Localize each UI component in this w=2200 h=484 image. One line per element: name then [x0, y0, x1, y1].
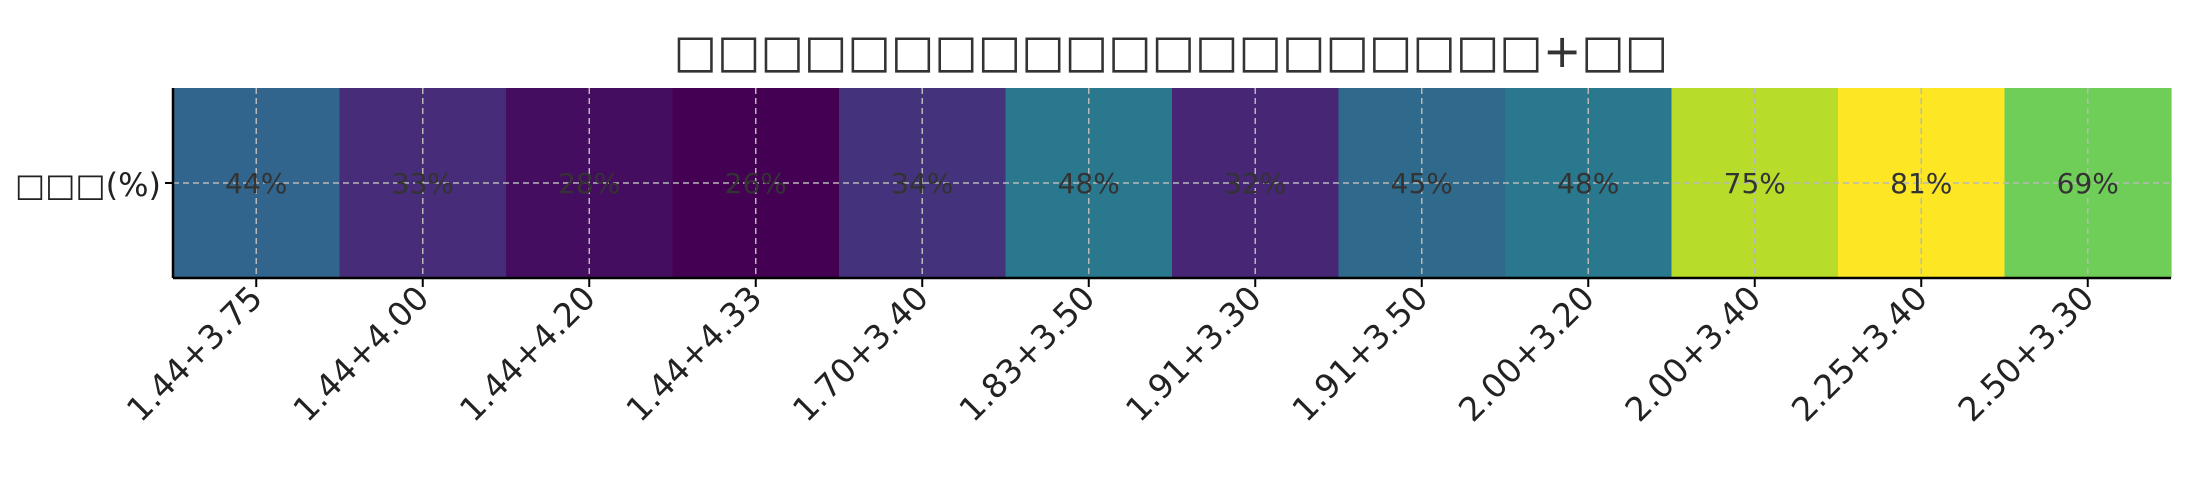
grid-lines — [173, 88, 2171, 278]
cell-value-label: 48% — [1557, 167, 1619, 200]
x-tick-label: 1.83+3.50 — [951, 278, 1102, 429]
x-tick-label: 1.44+4.20 — [452, 278, 603, 429]
x-tick-label: 2.50+3.30 — [1950, 278, 2101, 429]
x-tick-label: 1.91+3.30 — [1118, 278, 1269, 429]
cell-value-label: 33% — [392, 167, 454, 200]
cell-value-label: 34% — [891, 167, 953, 200]
cell-value-label: 26% — [725, 167, 787, 200]
heatmap-cells — [173, 88, 2172, 278]
cell-value-label: 75% — [1724, 167, 1786, 200]
cell-value-label: 69% — [2057, 167, 2119, 200]
x-tick-label: 2.00+3.20 — [1451, 278, 1602, 429]
x-tick-label: 1.70+3.40 — [785, 278, 936, 429]
axes — [165, 88, 2171, 280]
cell-value-labels: 44% 33% 28% 26% 34% 48% 32% 45% 48% 75% 81% 69% — [225, 167, 2119, 200]
x-tick-label: 1.44+4.00 — [285, 278, 436, 429]
x-tick-label: 2.25+3.40 — [1784, 278, 1935, 429]
cell-value-label: 28% — [558, 167, 620, 200]
x-tick-label: 1.44+3.75 — [119, 278, 270, 429]
cell-value-label: 44% — [225, 167, 287, 200]
x-tick-label: 1.44+4.33 — [618, 278, 769, 429]
x-tick-label: 2.00+3.40 — [1617, 278, 1768, 429]
row-label: □□□(%) — [15, 166, 161, 204]
cell-value-label: 45% — [1391, 167, 1453, 200]
chart-title: □□□□□□□□□□□□□□□□□□□□+□□ — [674, 24, 1669, 78]
x-tick-label: 1.91+3.50 — [1284, 278, 1435, 429]
cell-value-label: 32% — [1224, 167, 1286, 200]
x-axis-ticks: 1.44+3.75 1.44+4.00 1.44+4.20 1.44+4.33 1.70… — [119, 278, 2101, 429]
cell-value-label: 48% — [1058, 167, 1120, 200]
cell-value-label: 81% — [1890, 167, 1952, 200]
